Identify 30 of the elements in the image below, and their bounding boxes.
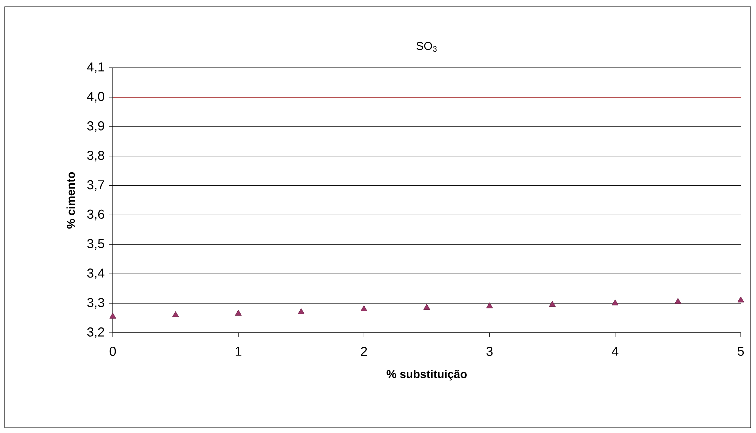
y-tick-label: 3,9 [87,122,104,132]
point [110,312,116,319]
x-tick-label: 0 [110,347,116,356]
point [674,298,682,304]
y-tick-label: 3,4 [87,268,105,280]
point [738,296,744,303]
point [235,310,242,316]
point [612,300,619,306]
x-axis-title: % substituição [386,370,467,381]
y-tick-label: 3,6 [87,210,104,221]
x-tick-label: 5 [738,347,744,356]
point [424,304,430,310]
y-tick-label: 3,7 [87,180,104,192]
y-tick-label: 3,2 [87,328,104,338]
point [298,308,305,314]
y-tick-label: 4,1 [87,62,104,74]
x-tick-label: 2 [361,347,368,356]
x-tick-label: 1 [236,347,242,356]
x-tick-label: 3 [486,347,493,356]
y-tick-label: 4,0 [87,92,104,103]
y-tick-label: 3,3 [87,298,104,309]
y-axis-title: % cimento [66,172,76,229]
y-tick-label: 3,5 [87,239,104,250]
point [549,301,556,308]
x-tick-label: 4 [612,347,619,356]
point [486,302,494,309]
chart-title: SO$_{3}$ [416,42,437,52]
y-tick-label: 3,8 [87,150,104,162]
point [172,311,180,318]
point [360,306,368,312]
